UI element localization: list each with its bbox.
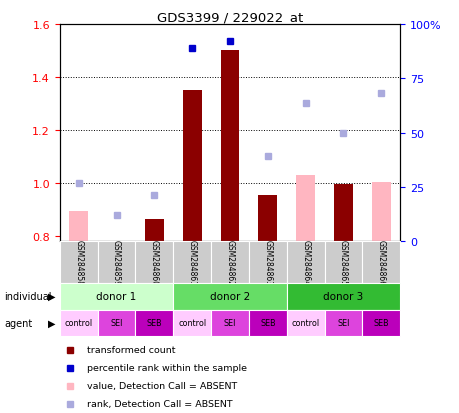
Bar xyxy=(362,310,399,337)
Text: donor 1: donor 1 xyxy=(96,291,136,301)
Text: donor 2: donor 2 xyxy=(209,291,250,301)
Bar xyxy=(258,195,277,242)
Text: GSM284862: GSM284862 xyxy=(225,239,234,285)
Text: agent: agent xyxy=(5,318,33,328)
Text: ▶: ▶ xyxy=(48,318,55,328)
Text: ▶: ▶ xyxy=(48,291,55,301)
Bar xyxy=(60,283,173,310)
Text: GSM284858: GSM284858 xyxy=(74,239,83,285)
Bar xyxy=(145,219,163,242)
Bar xyxy=(286,283,399,310)
Text: GSM284865: GSM284865 xyxy=(338,239,347,285)
Text: control: control xyxy=(65,319,93,328)
Bar xyxy=(211,310,248,337)
Text: transformed count: transformed count xyxy=(87,345,175,354)
Text: GSM284864: GSM284864 xyxy=(301,239,309,285)
Bar xyxy=(97,310,135,337)
Bar xyxy=(220,51,239,242)
Text: GSM284859: GSM284859 xyxy=(112,239,121,285)
Bar xyxy=(211,242,248,283)
Text: SEB: SEB xyxy=(146,319,162,328)
Bar xyxy=(371,182,390,242)
Bar xyxy=(333,185,352,242)
Bar xyxy=(286,242,324,283)
Bar xyxy=(69,211,88,242)
Text: individual: individual xyxy=(5,291,52,301)
Bar xyxy=(248,242,286,283)
Text: GSM284866: GSM284866 xyxy=(376,239,385,285)
Text: percentile rank within the sample: percentile rank within the sample xyxy=(87,363,246,372)
Text: SEI: SEI xyxy=(110,319,123,328)
Bar xyxy=(362,242,399,283)
Text: SEI: SEI xyxy=(336,319,349,328)
Text: control: control xyxy=(178,319,206,328)
Title: GDS3399 / 229022_at: GDS3399 / 229022_at xyxy=(157,11,302,24)
Text: value, Detection Call = ABSENT: value, Detection Call = ABSENT xyxy=(87,382,237,390)
Bar xyxy=(173,310,211,337)
Text: SEI: SEI xyxy=(224,319,235,328)
Bar xyxy=(97,242,135,283)
Bar xyxy=(286,310,324,337)
Bar xyxy=(135,242,173,283)
Text: rank, Detection Call = ABSENT: rank, Detection Call = ABSENT xyxy=(87,399,232,408)
Bar xyxy=(60,242,97,283)
Bar xyxy=(135,310,173,337)
Bar xyxy=(173,283,286,310)
Bar xyxy=(324,310,362,337)
Text: GSM284860: GSM284860 xyxy=(150,239,158,285)
Bar xyxy=(173,242,211,283)
Text: donor 3: donor 3 xyxy=(323,291,363,301)
Bar xyxy=(182,91,201,242)
Text: control: control xyxy=(291,319,319,328)
Text: SEB: SEB xyxy=(373,319,388,328)
Bar xyxy=(248,310,286,337)
Text: SEB: SEB xyxy=(259,319,275,328)
Bar xyxy=(60,310,97,337)
Text: GSM284861: GSM284861 xyxy=(187,239,196,285)
Bar xyxy=(324,242,362,283)
Text: GSM284863: GSM284863 xyxy=(263,239,272,285)
Bar xyxy=(296,176,314,242)
